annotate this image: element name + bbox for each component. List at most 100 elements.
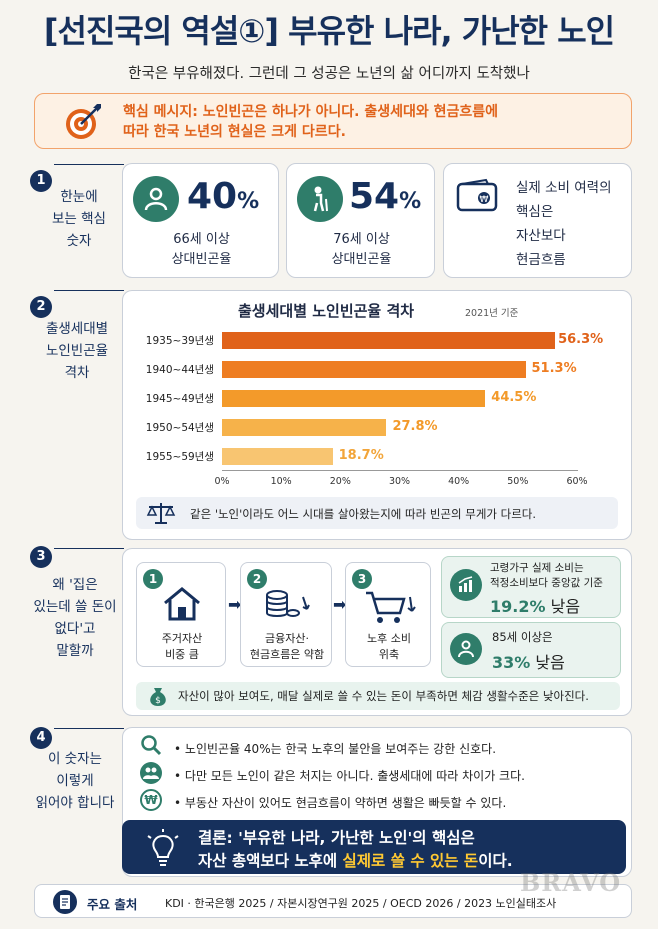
section2-note: 같은 '노인'이라도 어느 시대를 살아왔는지에 따라 빈곤의 무게가 다르다. — [190, 507, 537, 521]
step-text-line: 비중 큼 — [165, 648, 199, 661]
conclusion-line1: 결론: '부유한 나라, 가난한 노인'의 핵심은 — [198, 829, 475, 847]
section4-label-line: 이 숫자는 — [48, 751, 102, 767]
section3-note: 자산이 많아 보여도, 매달 실제로 쓸 수 있는 돈이 부족하면 체감 생활수… — [178, 689, 589, 703]
bar-category-label: 1955~59년생 — [145, 451, 214, 463]
stat-caption: 66세 이상 상대빈곤율 — [123, 230, 280, 270]
bullet-item: • 부동산 자산이 있어도 현금흐름이 약하면 생활은 빠듯할 수 있다. — [174, 796, 507, 810]
step-text: 금융자산· 현금흐름은 약함 — [241, 631, 333, 663]
key-message-box: 핵심 메시지: 노인빈곤은 하나가 아니다. 출생세대와 현금흐름에 따라 한국… — [34, 93, 632, 149]
bar-category-label: 1945~49년생 — [145, 393, 214, 405]
bar — [222, 419, 387, 436]
target-icon — [66, 104, 101, 139]
right-arrow-icon: ➡ — [333, 595, 347, 614]
bullet-text: 노인빈곤율 40%는 한국 노후의 불안을 보여주는 강한 신호다. — [184, 742, 497, 756]
cashflow-line: 실제 소비 여력의 — [516, 180, 612, 196]
bar — [222, 361, 526, 378]
section2-note-box — [136, 497, 618, 529]
step-card-2: 2 금융자산· 현금흐름은 약함 — [240, 562, 332, 667]
x-tick-label: 40% — [448, 476, 470, 487]
cashflow-text: 실제 소비 여력의 핵심은 자산보다 현금흐름 — [516, 176, 628, 272]
stat-caption: 76세 이상 상대빈곤율 — [287, 230, 436, 270]
stat-highlight: 19.2% — [490, 597, 546, 616]
stat-caption-line: 76세 이상 — [333, 232, 390, 247]
bullet-item: • 노인빈곤율 40%는 한국 노후의 불안을 보여주는 강한 신호다. — [174, 742, 497, 756]
svg-text:$: $ — [155, 696, 161, 706]
section1-label-line: 보는 핵심 — [52, 211, 106, 227]
bar-value-label: 44.5% — [491, 390, 537, 405]
section2-label-line: 출생세대별 — [45, 321, 109, 337]
stat-suffix: 낮음 — [530, 653, 565, 672]
scale-icon — [146, 503, 176, 524]
key-message-line1: 핵심 메시지: 노인빈곤은 하나가 아니다. 출생세대와 현금흐름에 — [123, 104, 499, 120]
bullet-item: • 다만 모든 노인이 같은 처지는 아니다. 출생세대에 따라 차이가 크다. — [174, 769, 525, 783]
bullet-text: 다만 모든 노인이 같은 처지는 아니다. 출생세대에 따라 차이가 크다. — [184, 769, 525, 783]
bar-category-label: 1950~54년생 — [145, 422, 214, 434]
step-card-1: 1 주거자산 비중 큼 — [136, 562, 226, 667]
x-tick-label: 10% — [270, 476, 292, 487]
stat-caption-line: 66세 이상 — [173, 232, 230, 247]
section2-label-line: 노인빈곤율 — [45, 343, 109, 359]
bar-category-label: 1935~39년생 — [145, 335, 214, 347]
step-text-line: 노후 소비 — [367, 632, 411, 645]
document-icon — [53, 890, 77, 914]
x-tick-label: 30% — [388, 476, 411, 487]
stat-caption-line: 상대빈곤율 — [171, 252, 232, 267]
cashflow-line: 현금흐름 — [516, 252, 566, 268]
source-label: 주요 출처 — [87, 897, 138, 912]
stat-suffix: 낮음 — [545, 597, 581, 616]
section3-divider — [54, 548, 124, 549]
cashflow-line: 자산보다 — [516, 228, 566, 244]
group-icon — [140, 762, 162, 784]
money-bag-icon: $ — [150, 688, 166, 706]
stat-caption-line: 상대빈곤율 — [331, 252, 392, 267]
stat-number: 40 — [187, 176, 238, 217]
bar-value-label: 27.8% — [392, 419, 438, 434]
step-card-3: 3 노후 소비 위축 — [345, 562, 431, 667]
chart-subtitle: 2021년 기준 — [465, 308, 519, 319]
section4-number: 4 — [30, 727, 52, 749]
step-text-line: 위축 — [378, 648, 400, 661]
section1-number: 1 — [30, 170, 52, 192]
step-number: 1 — [143, 569, 163, 589]
section3-label-line: 없다'고 — [54, 621, 96, 637]
wallet-icon: ₩ — [456, 178, 498, 212]
elderly-person-icon — [297, 176, 343, 222]
watermark-logo: BRAVO — [520, 868, 622, 897]
section4-label-line: 읽어야 합니다 — [35, 795, 115, 811]
lightbulb-icon — [147, 829, 179, 866]
step-text-line: 주거자산 — [161, 632, 203, 645]
age85-stat-card: 85세 이상은 33% 낮음 — [441, 622, 621, 678]
cashflow-line: 핵심은 — [516, 204, 554, 220]
key-message-line2: 따라 한국 노년의 현실은 크게 다르다. — [123, 124, 346, 140]
svg-text:₩: ₩ — [480, 195, 489, 205]
coins-icon — [266, 590, 310, 617]
stat-text-line: 적정소비보다 중앙값 기준 — [490, 577, 603, 589]
section4-label-line: 이렇게 — [56, 773, 94, 789]
consumption-stat-card: 고령가구 실제 소비는 적정소비보다 중앙값 기준 19.2% 낮음 — [441, 556, 621, 618]
step-text-line: 금융자산· — [265, 632, 309, 645]
section3-number: 3 — [30, 546, 52, 568]
stat-card-54: 54% 76세 이상 상대빈곤율 — [286, 163, 435, 278]
x-tick-label: 0% — [214, 476, 230, 487]
stat-text-line: 고령가구 실제 소비는 — [490, 562, 584, 574]
section3-label: 왜 '집은 있는데 쓸 돈이 없다'고 말할까 — [30, 574, 120, 662]
chart-title: 출생세대별 노인빈곤율 격차 — [238, 302, 415, 320]
consumption-stat-value: 19.2% 낮음 — [490, 593, 580, 617]
section3-label-line: 왜 '집은 — [52, 577, 98, 593]
person-icon — [133, 176, 179, 222]
shopping-cart-icon — [366, 591, 416, 623]
section4-label: 이 숫자는 이렇게 읽어야 합니다 — [30, 748, 120, 814]
section2-label-line: 격차 — [64, 365, 90, 381]
x-tick-label: 60% — [566, 476, 588, 487]
section3-note-box — [136, 682, 620, 710]
conclusion-text: 이다. — [478, 852, 513, 870]
source-box: 주요 출처 KDI · 한국은행 2025 / 자본시장연구원 2025 / O… — [34, 884, 632, 918]
magnifier-icon — [141, 735, 162, 756]
section1-divider — [54, 164, 124, 165]
section1-label: 한눈에 보는 핵심 숫자 — [34, 186, 124, 252]
cashflow-card: ₩ 실제 소비 여력의 핵심은 자산보다 현금흐름 — [443, 163, 632, 278]
section3-label-line: 있는데 쓸 돈이 — [33, 599, 117, 615]
step-text-line: 현금흐름은 약함 — [249, 648, 325, 661]
stat-unit: % — [399, 189, 422, 214]
consumption-stat-text: 고령가구 실제 소비는 적정소비보다 중앙값 기준 — [490, 561, 603, 591]
